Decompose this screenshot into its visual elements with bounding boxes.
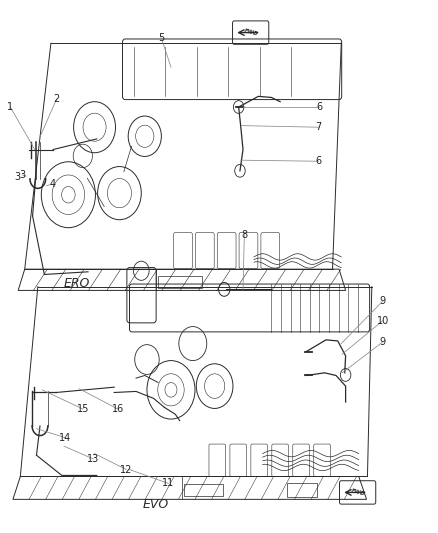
Text: 6: 6 bbox=[315, 156, 321, 166]
Text: 15: 15 bbox=[77, 404, 89, 414]
Bar bbox=[158, 276, 201, 288]
Text: EVO: EVO bbox=[142, 498, 169, 511]
Text: 5: 5 bbox=[158, 33, 165, 43]
Text: FWD: FWD bbox=[243, 28, 258, 37]
Text: 6: 6 bbox=[316, 102, 322, 112]
Text: 9: 9 bbox=[380, 296, 386, 306]
Text: 9: 9 bbox=[380, 337, 386, 347]
Bar bbox=[184, 484, 223, 496]
Text: 12: 12 bbox=[120, 465, 133, 474]
Text: 3: 3 bbox=[19, 170, 25, 180]
Text: 1: 1 bbox=[7, 102, 14, 112]
Text: 8: 8 bbox=[241, 230, 247, 240]
Text: 2: 2 bbox=[53, 94, 60, 104]
Text: 7: 7 bbox=[315, 122, 321, 132]
Text: ERO: ERO bbox=[64, 277, 90, 290]
Bar bbox=[287, 483, 317, 497]
Text: 10: 10 bbox=[377, 316, 389, 326]
Text: 3: 3 bbox=[14, 172, 20, 182]
Text: 16: 16 bbox=[112, 404, 124, 414]
Text: 4: 4 bbox=[49, 179, 55, 189]
Text: 11: 11 bbox=[162, 479, 174, 488]
Text: 14: 14 bbox=[59, 433, 71, 443]
Text: 13: 13 bbox=[87, 454, 99, 464]
Text: FWD: FWD bbox=[350, 488, 365, 497]
